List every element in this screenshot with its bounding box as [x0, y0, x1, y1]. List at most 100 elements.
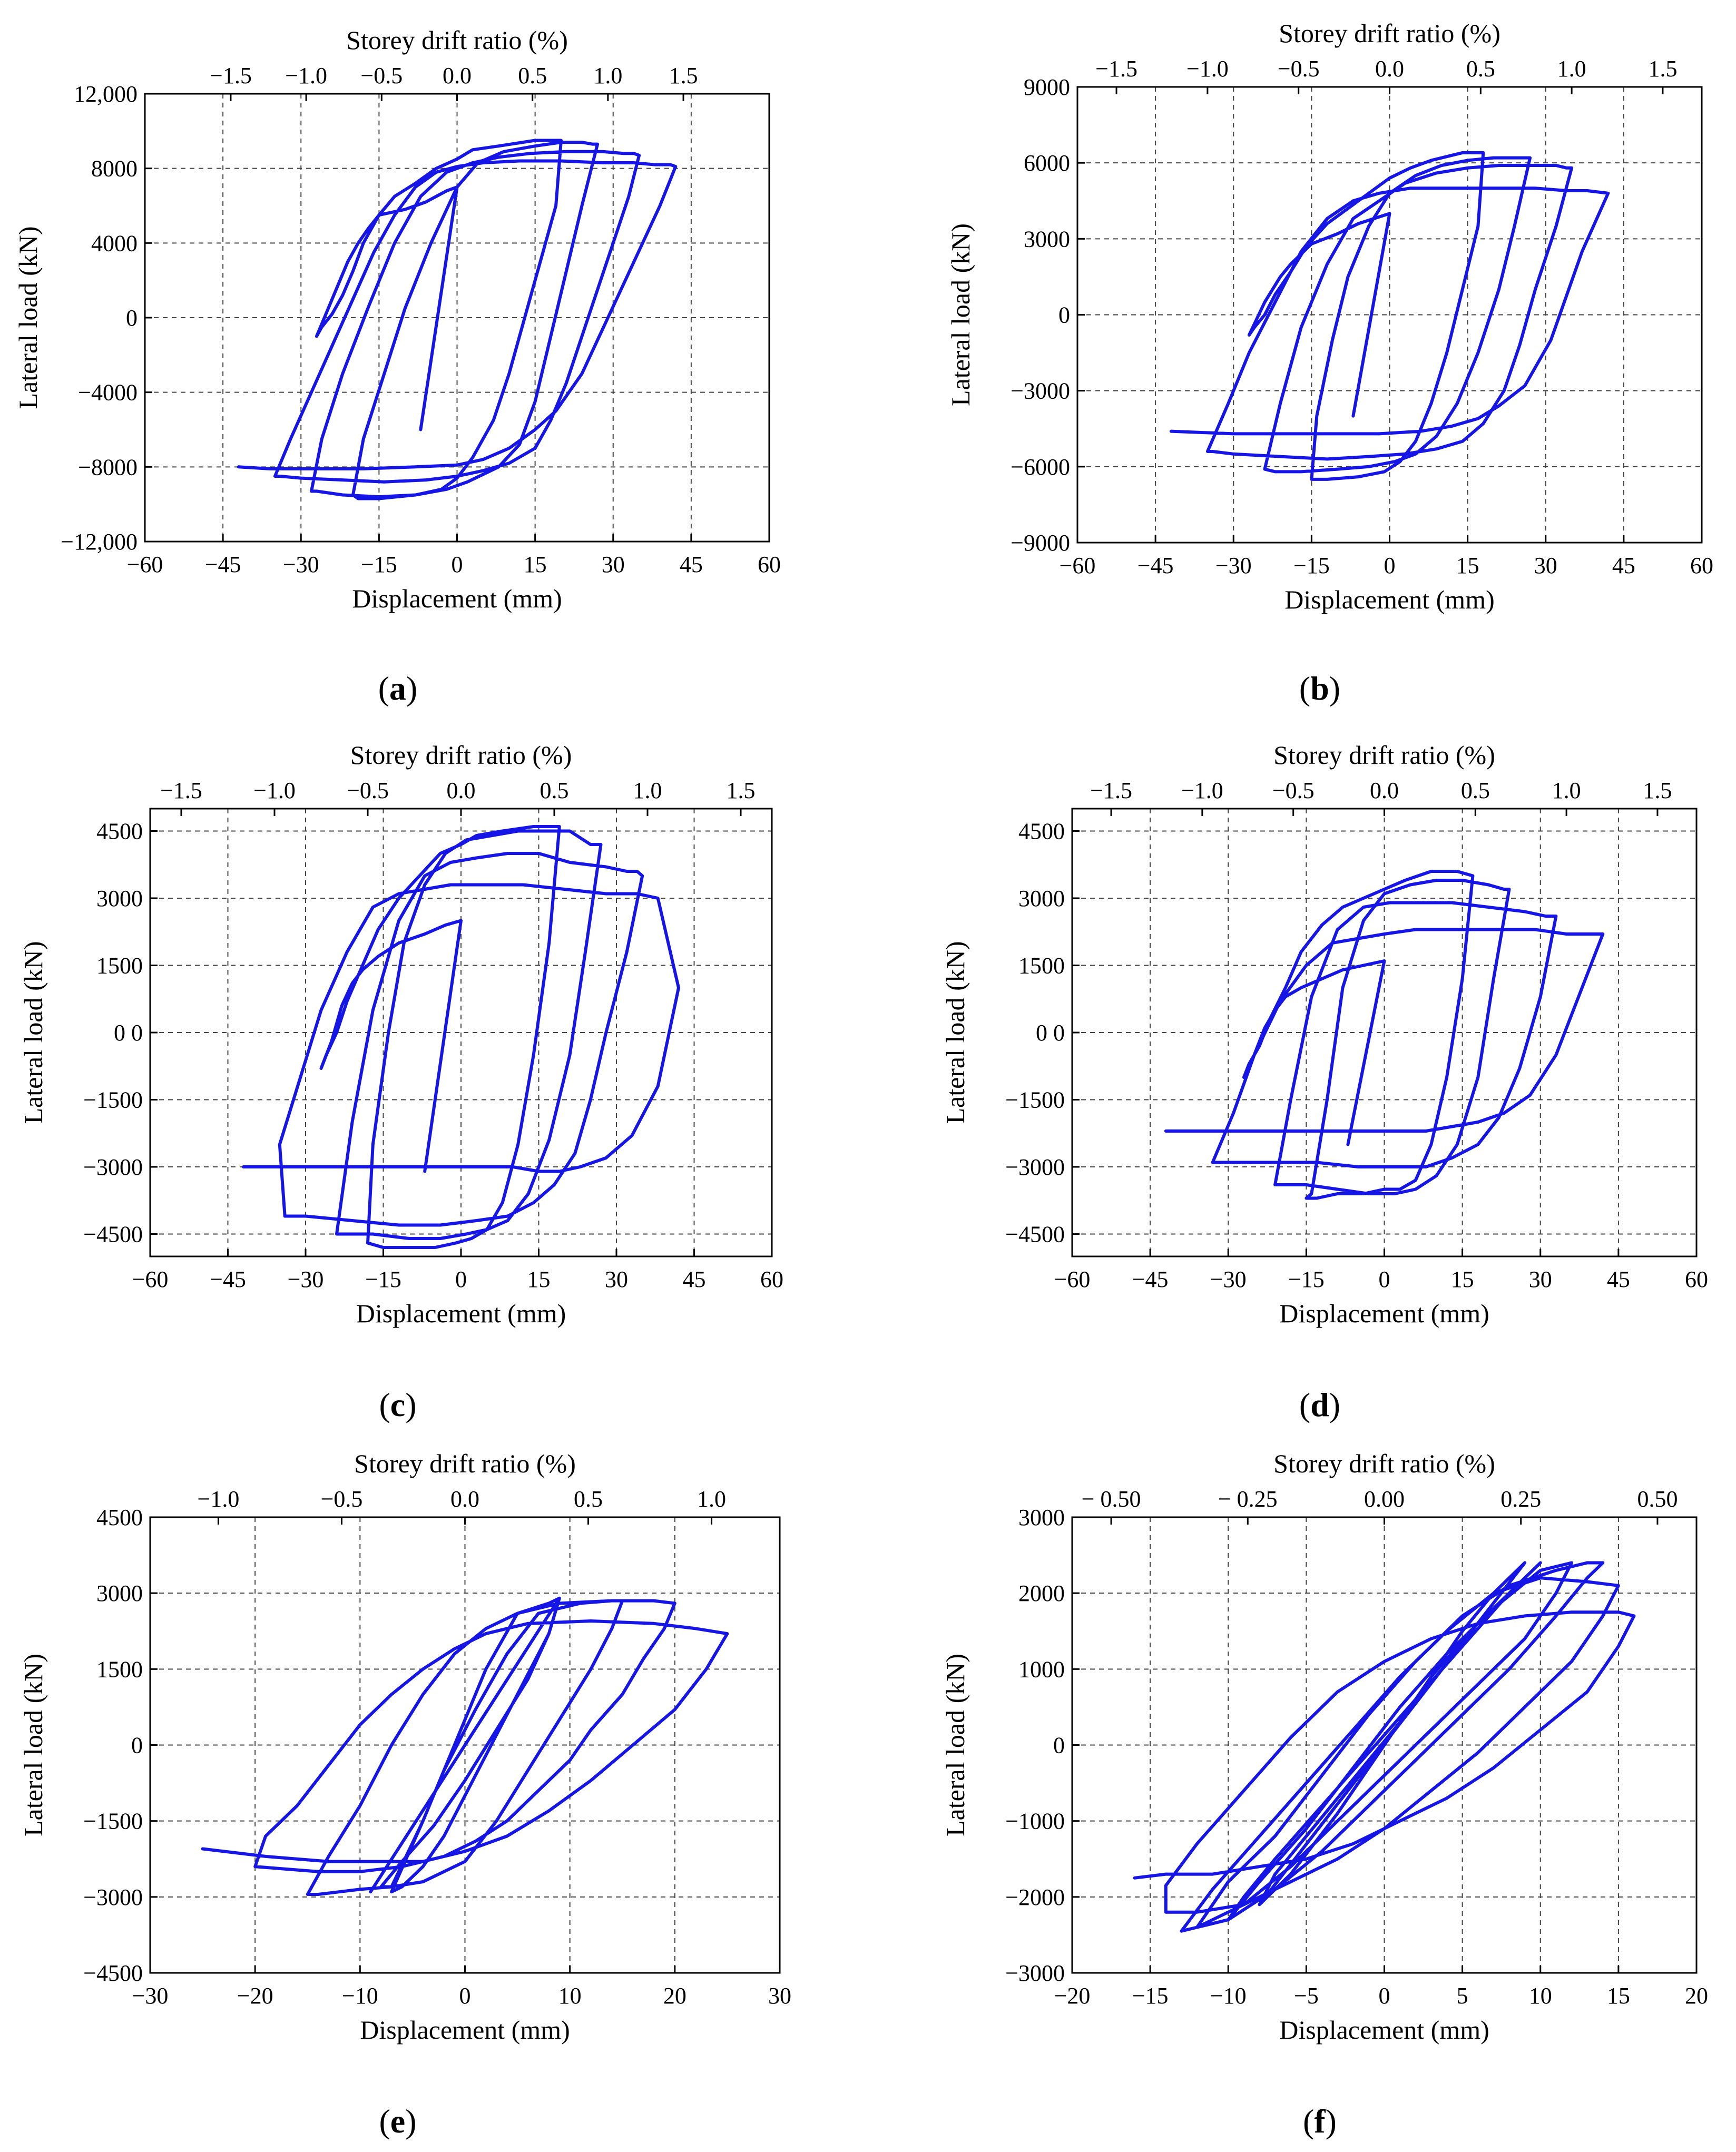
chart-panel-c: −60 −45 −30 −15 0 15 30 45 60 −4500 −3000 −1500 0 0 1…: [18, 740, 783, 1328]
x-tick-label: 10: [1529, 1983, 1552, 2009]
top-axis-title: Storey drift ratio (%): [350, 740, 572, 770]
top-tick-label: 0.50: [1637, 1486, 1678, 1512]
y-tick-label: −1500: [83, 1809, 143, 1834]
x-tick-label: −30: [132, 1983, 169, 2009]
x-tick-label: −15: [1132, 1983, 1169, 2009]
y-tick-label: 3000: [96, 886, 143, 911]
x-tick-label: 0: [1379, 1266, 1390, 1292]
chart-panel-a: −60 −45 −30 −15 0 15 30 45 60 −12,000 −8000 −4000 0 4…: [13, 25, 781, 613]
top-tick-label: 0.5: [1466, 56, 1495, 82]
x-axis-title: Displacement (mm): [1284, 585, 1495, 614]
top-tick-label: 0.0: [1375, 56, 1404, 82]
y-tick-label: −4500: [83, 1222, 143, 1247]
top-tick-label: −1.5: [160, 778, 202, 803]
x-tick-label: 30: [605, 1266, 628, 1292]
y-tick-label: −4500: [1005, 1222, 1065, 1247]
y-tick-label: −4000: [78, 380, 138, 406]
x-tick-label: 10: [558, 1983, 582, 2009]
x-tick-label: 30: [768, 1983, 791, 2009]
y-tick-label: 4000: [91, 230, 138, 256]
top-axis-title: Storey drift ratio (%): [346, 25, 568, 55]
y-tick-label: 3000: [1018, 1505, 1065, 1530]
top-tick-label: −1.0: [198, 1486, 240, 1512]
y-tick-label: −8000: [78, 454, 138, 480]
x-tick-label: 60: [1685, 1266, 1708, 1292]
series-line-hysteresis: [1133, 1561, 1636, 1933]
caption-b: (b): [1299, 670, 1341, 707]
y-axis-title: Lateral load (kN): [946, 223, 975, 406]
y-tick-label: 12,000: [74, 81, 138, 107]
top-tick-label: 0.0: [450, 1486, 479, 1512]
top-tick-label: −0.5: [1278, 56, 1320, 82]
y-axis-title: Lateral load (kN): [940, 941, 970, 1124]
y-tick-label: 0: [1058, 302, 1070, 328]
series-line-hysteresis: [1164, 870, 1605, 1200]
top-tick-label: 0.5: [540, 778, 569, 803]
x-tick-label: 60: [760, 1266, 783, 1292]
y-tick-label: 0 0: [114, 1020, 143, 1046]
x-tick-label: 0: [459, 1983, 471, 2009]
x-tick-label: −10: [1210, 1983, 1247, 2009]
x-tick-label: 0: [452, 552, 463, 577]
y-axis-title: Lateral load (kN): [18, 941, 48, 1124]
y-tick-label: −3000: [83, 1884, 143, 1910]
top-tick-label: −0.5: [360, 63, 403, 89]
y-tick-label: −3000: [1005, 1154, 1065, 1180]
top-tick-label: 1.0: [593, 63, 622, 89]
y-tick-label: 0 0: [1036, 1020, 1065, 1046]
top-tick-label: 1.5: [669, 63, 698, 89]
y-tick-label: −9000: [1011, 530, 1070, 556]
y-tick-label: −2000: [1005, 1884, 1065, 1910]
y-axis-title: Lateral load (kN): [940, 1654, 970, 1836]
x-axis-title: Displacement (mm): [360, 2015, 570, 2045]
top-tick-label: 0.0: [1370, 778, 1399, 803]
x-tick-label: −10: [342, 1983, 378, 2009]
x-tick-label: −60: [1060, 553, 1096, 578]
x-tick-label: −15: [361, 552, 397, 577]
x-tick-label: −60: [1054, 1266, 1091, 1292]
y-tick-label: 9000: [1024, 74, 1070, 100]
caption-c: (c): [379, 1386, 417, 1423]
x-tick-label: 30: [1529, 1266, 1552, 1292]
y-tick-label: −6000: [1011, 454, 1070, 480]
y-tick-label: −3000: [1011, 378, 1070, 404]
top-axis-title: Storey drift ratio (%): [1273, 740, 1495, 770]
x-tick-label: −15: [1288, 1266, 1325, 1292]
y-tick-label: 8000: [91, 156, 138, 182]
x-tick-label: 45: [680, 552, 703, 577]
top-tick-label: 0.25: [1500, 1486, 1541, 1512]
series-line-hysteresis: [201, 1596, 729, 1896]
top-tick-label: 1.0: [697, 1486, 726, 1512]
chart-panel-e: −30 −20 −10 0 10 20 30 −4500 −3000 −1500 0 1500 3000…: [18, 1449, 791, 2045]
y-tick-label: −4500: [83, 1960, 143, 1986]
x-tick-label: −30: [1210, 1266, 1247, 1292]
top-axis-title: Storey drift ratio (%): [1279, 18, 1500, 48]
x-tick-label: −60: [127, 552, 163, 577]
top-tick-label: 0.5: [518, 63, 547, 89]
x-tick-label: −15: [365, 1266, 401, 1292]
top-tick-label: −1.0: [1181, 778, 1223, 803]
chart-panel-b: −60 −45 −30 −15 0 15 30 45 60 −9000 −6000 −3000 0 300…: [946, 18, 1713, 614]
top-tick-label: 1.5: [1648, 56, 1677, 82]
y-tick-label: −3000: [83, 1154, 143, 1180]
caption-e: (e): [379, 2102, 417, 2140]
y-tick-label: 0: [1053, 1733, 1065, 1758]
caption-a: (a): [378, 670, 418, 707]
y-tick-label: 1500: [96, 1656, 143, 1682]
x-tick-label: 45: [683, 1266, 706, 1292]
y-tick-label: −1500: [1005, 1087, 1065, 1113]
y-tick-label: 3000: [96, 1580, 143, 1606]
y-tick-label: 4500: [1018, 819, 1065, 844]
top-tick-label: 0.5: [574, 1486, 603, 1512]
x-tick-label: −45: [1132, 1266, 1169, 1292]
top-tick-label: −1.5: [1090, 778, 1132, 803]
top-tick-label: − 0.25: [1218, 1486, 1278, 1512]
x-tick-label: −45: [205, 552, 241, 577]
series-line-hysteresis: [1169, 151, 1610, 481]
y-tick-label: −3000: [1005, 1960, 1065, 1986]
x-tick-label: 15: [1607, 1983, 1630, 2009]
y-tick-label: 1000: [1018, 1656, 1065, 1682]
top-tick-label: −1.0: [253, 778, 296, 803]
top-tick-label: 1.0: [1552, 778, 1581, 803]
